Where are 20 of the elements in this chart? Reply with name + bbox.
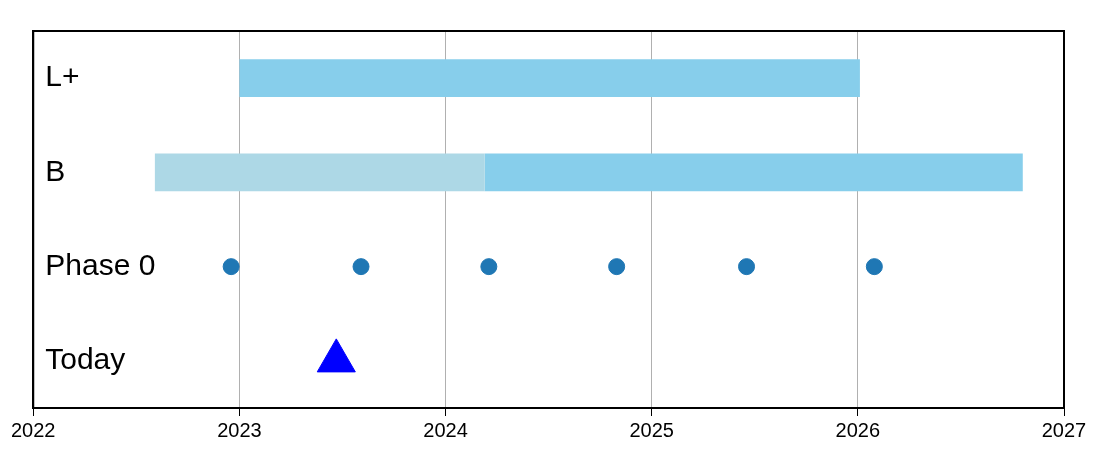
y-tick-label: Today xyxy=(45,342,126,376)
point xyxy=(316,338,356,373)
y-tick-label: Phase 0 xyxy=(45,247,156,281)
point xyxy=(222,258,240,276)
point xyxy=(608,258,626,276)
point xyxy=(480,258,498,276)
point xyxy=(738,258,756,276)
bar xyxy=(239,59,860,97)
x-tick-label: 2024 xyxy=(423,418,468,441)
bar xyxy=(484,153,1023,192)
y-tick-label: B xyxy=(45,153,66,187)
x-tick-label: 2026 xyxy=(835,418,881,441)
x-tick-label: 2025 xyxy=(629,418,674,441)
x-tick-label: 2027 xyxy=(1041,418,1087,441)
y-tick-label: L+ xyxy=(45,59,80,93)
x-tick-label: 2022 xyxy=(11,418,56,441)
x-tick-label: 2023 xyxy=(217,418,262,441)
point xyxy=(352,258,370,276)
bar xyxy=(154,153,485,192)
point xyxy=(865,258,883,276)
